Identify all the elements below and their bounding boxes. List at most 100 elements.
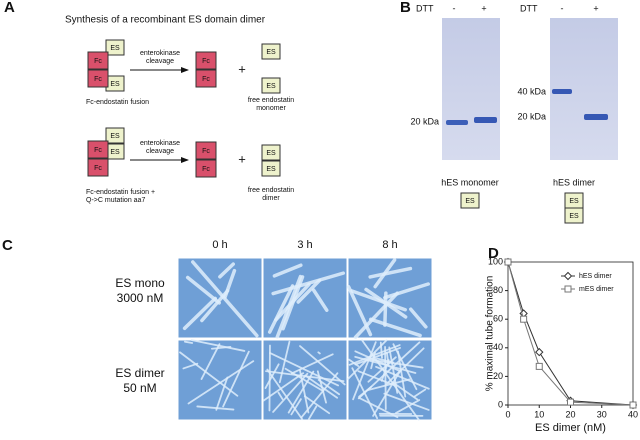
row-label: ES dimer xyxy=(115,366,164,380)
cell-cord xyxy=(348,344,401,366)
y-tick-label: 0 xyxy=(498,399,503,409)
caption: dimer xyxy=(262,195,280,202)
plot-frame xyxy=(507,261,634,406)
lane-label: - xyxy=(453,3,456,13)
row-label: 50 nM xyxy=(123,381,156,395)
es-label: ES xyxy=(465,198,475,205)
caption: Q->C mutation aa7 xyxy=(86,197,145,204)
cell-cord xyxy=(351,367,379,420)
fc-label: Fc xyxy=(94,76,102,83)
marker xyxy=(504,258,512,266)
cell-cord xyxy=(183,340,194,344)
marker xyxy=(567,398,574,406)
cell-cord xyxy=(300,372,339,419)
cell-cord xyxy=(182,362,199,370)
cell-cord xyxy=(266,368,304,421)
lane-label: + xyxy=(481,3,486,13)
cell-cord xyxy=(200,343,221,380)
gel-caption: hES dimer xyxy=(553,177,595,187)
marker xyxy=(535,347,544,357)
series-line xyxy=(507,261,634,406)
cell-cord xyxy=(413,388,427,398)
gel-band xyxy=(474,117,497,123)
cell-cord xyxy=(317,351,321,355)
gel-band xyxy=(446,120,468,125)
mw-marker: 40 kDa xyxy=(517,86,546,96)
fc-label: Fc xyxy=(202,76,210,83)
lane-label: + xyxy=(593,3,598,13)
cell-cord xyxy=(296,278,322,304)
fc-label: Fc xyxy=(202,58,210,65)
es-label: ES xyxy=(569,198,579,205)
cell-cord xyxy=(357,370,396,387)
cell-cord xyxy=(265,370,345,383)
panel-title: Synthesis of a recombinant ES domain dim… xyxy=(65,15,266,26)
fc-box xyxy=(195,69,217,88)
cell-cord xyxy=(307,405,318,421)
es-label: ES xyxy=(266,49,276,56)
cell-cord xyxy=(287,370,315,414)
caption: Fc-endostatin fusion xyxy=(86,99,149,106)
y-tick-label: 60 xyxy=(493,314,503,324)
cell-cord xyxy=(272,372,309,413)
y-tick-label: 100 xyxy=(488,256,503,266)
cell-cord xyxy=(303,395,331,415)
es-label: ES xyxy=(110,133,120,140)
cell-cord xyxy=(354,347,401,366)
es-box xyxy=(105,39,125,56)
x-tick-label: 30 xyxy=(597,409,607,419)
time-label: 0 h xyxy=(212,239,227,251)
cell-cord xyxy=(409,307,428,329)
dtt-label: DTT xyxy=(416,3,434,13)
gel xyxy=(442,18,500,160)
arrow-label: cleavage xyxy=(146,58,174,65)
legend-marker xyxy=(564,285,572,293)
x-axis-label: ES dimer (nM) xyxy=(535,422,606,434)
cell-cord xyxy=(353,291,399,339)
y-tick-label: 20 xyxy=(493,371,503,381)
cell-cord xyxy=(182,296,217,331)
cell-cord xyxy=(299,345,346,386)
cell-cord xyxy=(278,340,291,384)
cell-cord xyxy=(196,405,235,411)
fc-box xyxy=(87,158,109,177)
legend-marker xyxy=(563,271,573,281)
y-axis-label: % maximal tube formation xyxy=(485,276,496,392)
gel-band xyxy=(584,114,608,120)
es-box xyxy=(261,144,281,161)
legend-label: mES dimer xyxy=(579,286,614,293)
cell-cord xyxy=(223,268,237,299)
x-tick-label: 0 xyxy=(505,409,510,419)
legend-label: hES dimer xyxy=(579,273,612,280)
y-tick-label: 80 xyxy=(493,285,503,295)
es-box xyxy=(105,127,125,144)
lane-label: - xyxy=(561,3,564,13)
cell-cord xyxy=(383,282,430,300)
cell-cord xyxy=(304,374,339,399)
es-box xyxy=(564,207,584,224)
cell-cord xyxy=(277,391,284,401)
fc-box xyxy=(87,140,109,159)
cell-cord xyxy=(222,350,250,408)
fc-label: Fc xyxy=(202,166,210,173)
es-label: ES xyxy=(266,150,276,157)
plus: + xyxy=(238,61,246,76)
es-box xyxy=(261,77,281,94)
es-label: ES xyxy=(110,45,120,52)
cell-cord xyxy=(384,345,387,411)
panel-label: C xyxy=(2,237,13,254)
fc-box xyxy=(195,51,217,70)
time-label: 3 h xyxy=(297,239,312,251)
cell-cord xyxy=(272,263,303,278)
marker xyxy=(535,362,543,370)
x-tick-label: 40 xyxy=(628,409,638,419)
row-label: 3000 nM xyxy=(117,291,164,305)
fc-label: Fc xyxy=(202,148,210,155)
fc-box xyxy=(195,141,217,160)
fc-box xyxy=(87,51,109,70)
fc-label: Fc xyxy=(94,147,102,154)
cell-cord xyxy=(348,358,360,367)
mw-marker: 20 kDa xyxy=(517,111,546,121)
arrow-label: cleavage xyxy=(146,148,174,155)
